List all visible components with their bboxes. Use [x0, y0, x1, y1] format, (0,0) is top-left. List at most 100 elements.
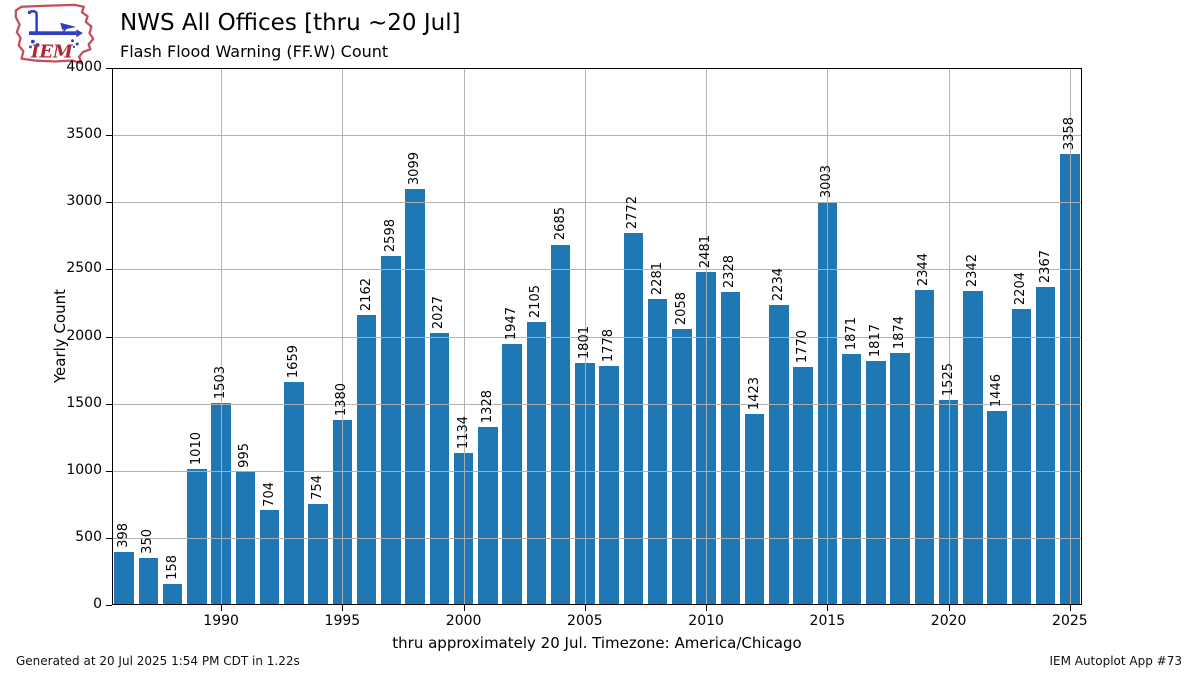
bar-value-label: 2328: [722, 255, 738, 289]
x-tick-label: 2005: [567, 613, 603, 629]
bar-value-label: 704: [261, 481, 277, 507]
y-tick-mark: [106, 403, 112, 405]
bar-value-label: 2342: [964, 253, 980, 287]
bar: [963, 290, 983, 605]
bar-value-label: 398: [116, 522, 132, 548]
bar: [381, 256, 401, 605]
bar-value-label: 1525: [940, 363, 956, 397]
bar: [259, 510, 280, 605]
x-tick-label: 2010: [688, 613, 724, 629]
bar-value-label: 1446: [989, 373, 1005, 407]
bar-value-label: 350: [140, 529, 156, 555]
y-tick-label: 2000: [66, 327, 102, 344]
iem-logo: IEM: [14, 3, 95, 65]
grid-line-v: [221, 68, 223, 605]
x-tick-mark: [948, 605, 950, 611]
bar: [138, 558, 159, 605]
y-tick-label: 1000: [66, 461, 102, 478]
bar-value-label: 158: [164, 554, 180, 580]
grid-line-h: [112, 202, 1082, 204]
bar: [720, 292, 741, 605]
bar-value-label: 2234: [770, 268, 786, 302]
bar: [356, 314, 377, 605]
bar-value-label: 3003: [819, 164, 835, 198]
grid-line-v: [342, 68, 344, 605]
bar: [502, 343, 522, 605]
y-tick-label: 1500: [66, 394, 102, 411]
bar-value-label: 2058: [673, 291, 689, 325]
bar-value-label: 3099: [407, 151, 423, 185]
grid-line-v: [463, 68, 465, 605]
bar-value-label: 1874: [892, 316, 908, 350]
bar: [987, 410, 1007, 605]
y-tick-mark: [106, 336, 112, 338]
bar-value-label: 754: [310, 474, 326, 500]
x-tick-mark: [1069, 605, 1071, 611]
x-tick-label: 2000: [445, 613, 482, 629]
bar-value-label: 1423: [746, 376, 762, 410]
bar: [429, 332, 450, 605]
bar-value-label: 1770: [795, 330, 811, 364]
bar-value-label: 1947: [504, 306, 520, 340]
x-tick-mark: [827, 605, 829, 611]
grid-line-v: [1069, 68, 1071, 605]
page-subtitle: Flash Flood Warning (FF.W) Count: [120, 42, 389, 61]
footer-app-text: IEM Autoplot App #73: [1049, 654, 1182, 668]
grid-line-h: [112, 336, 1082, 338]
bar: [526, 322, 547, 605]
bar: [938, 400, 959, 605]
y-tick-label: 500: [75, 528, 102, 545]
bar-value-label: 2105: [528, 285, 544, 319]
bar: [1060, 154, 1080, 605]
footer-generated-text: Generated at 20 Jul 2025 1:54 PM CDT in …: [16, 654, 300, 668]
bar-value-label: 2281: [649, 261, 665, 295]
y-tick-label: 2500: [66, 260, 102, 277]
y-tick-label: 3500: [66, 126, 102, 143]
bar-value-label: 1817: [867, 323, 883, 358]
bar-value-label: 2685: [552, 207, 568, 241]
x-tick-label: 1990: [203, 613, 239, 629]
bar-value-label: 1328: [479, 389, 495, 423]
bar-value-label: 2772: [625, 195, 641, 229]
bar-value-label: 1659: [285, 345, 301, 379]
bar: [453, 452, 474, 605]
bar: [672, 328, 692, 605]
grid-line-h: [112, 403, 1082, 405]
grid-line-h: [112, 470, 1082, 472]
bar: [769, 305, 789, 605]
bar: [817, 201, 838, 605]
bar-value-label: 2027: [431, 295, 447, 329]
x-tick-label: 2025: [1052, 613, 1088, 629]
bar: [890, 353, 910, 605]
bar-value-label: 1010: [188, 432, 204, 466]
bar-value-label: 2598: [382, 219, 398, 253]
bar: [1011, 309, 1032, 605]
grid-line-h: [112, 537, 1082, 539]
bar-value-label: 995: [237, 442, 253, 468]
y-tick-mark: [106, 202, 112, 204]
bar: [647, 298, 668, 605]
bar: [162, 583, 183, 605]
bar: [866, 361, 886, 605]
grid-line-v: [948, 68, 950, 605]
x-tick-mark: [584, 605, 586, 611]
y-tick-mark: [106, 537, 112, 539]
bar: [914, 290, 935, 605]
bar: [793, 367, 813, 605]
bar-value-label: 2367: [1037, 250, 1053, 284]
weather-vane-icon: [27, 10, 83, 49]
bar-value-label: 1778: [601, 329, 617, 363]
bar: [623, 232, 644, 605]
logo-wordmark: IEM: [30, 42, 74, 63]
bar: [575, 363, 595, 605]
bar: [405, 188, 425, 605]
y-tick-mark: [106, 135, 112, 137]
grid-line-h: [112, 135, 1082, 137]
x-tick-mark: [342, 605, 344, 611]
bar: [696, 271, 716, 605]
bar: [1035, 287, 1056, 605]
x-axis-label: thru approximately 20 Jul. Timezone: Ame…: [392, 634, 802, 652]
grid-line-h: [112, 269, 1082, 271]
bar: [478, 426, 498, 605]
